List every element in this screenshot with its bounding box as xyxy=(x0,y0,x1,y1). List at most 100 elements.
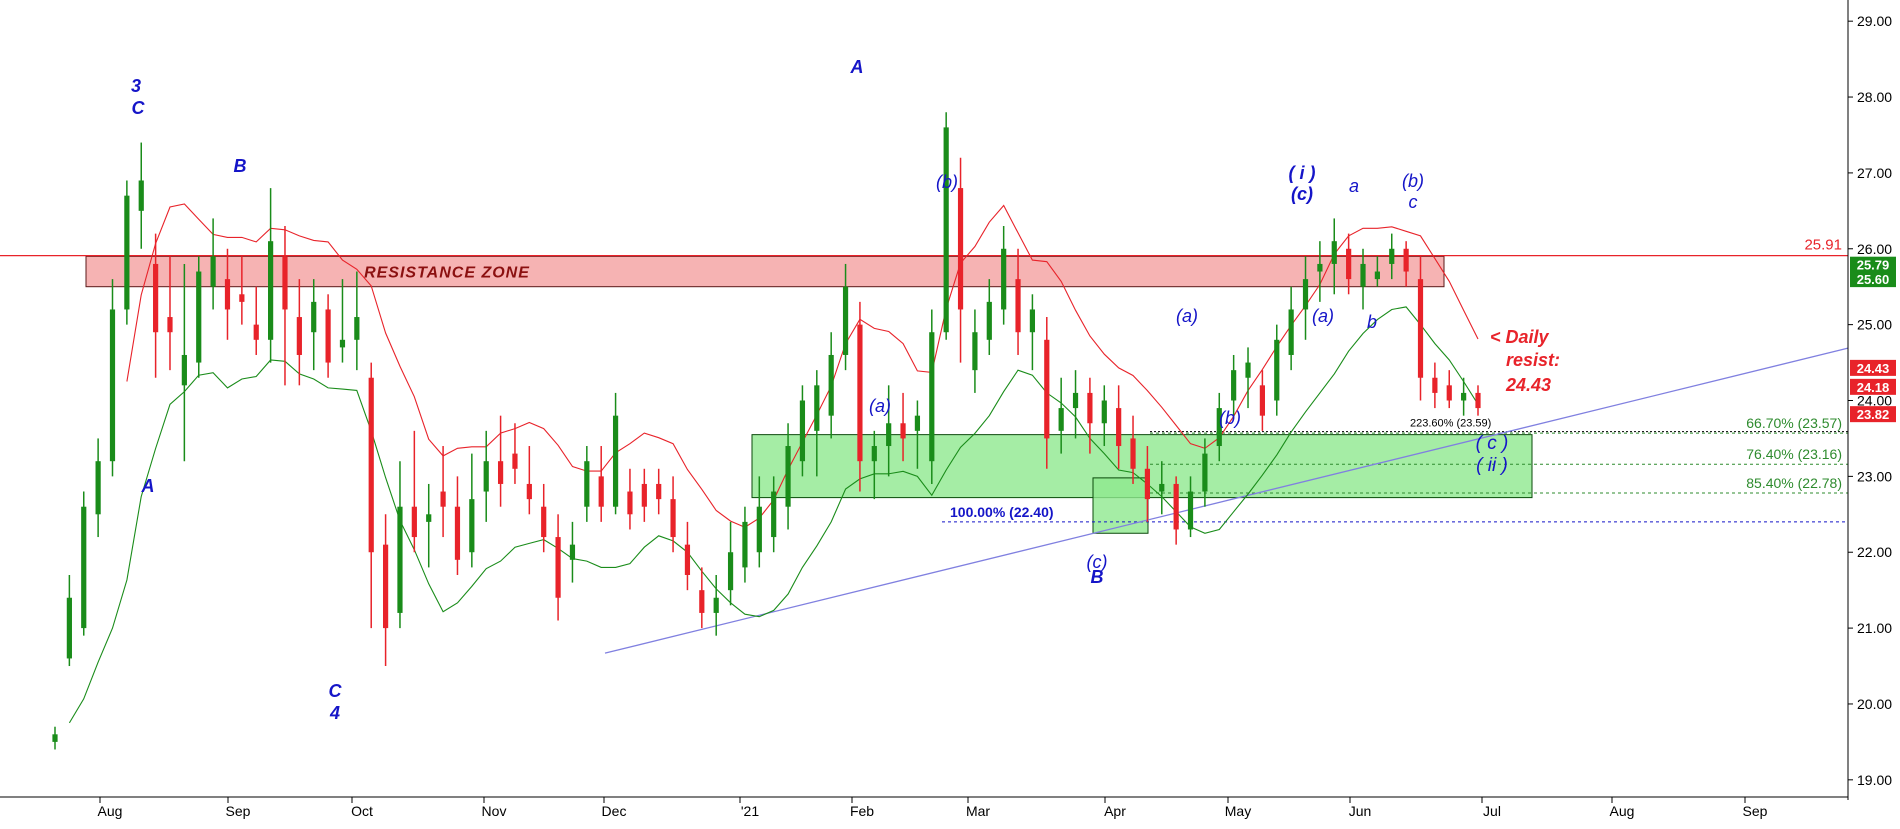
candle-body xyxy=(584,461,590,507)
candle-body xyxy=(914,415,921,431)
y-tick-label: 28.00 xyxy=(1857,89,1892,105)
wave-label: (c) xyxy=(1087,552,1108,572)
support-trail-line xyxy=(68,306,1479,724)
x-tick-label: Dec xyxy=(602,803,627,819)
candle-body xyxy=(569,544,576,560)
candle-body xyxy=(886,423,892,447)
y-tick-label: 25.00 xyxy=(1857,317,1892,333)
candle-body xyxy=(742,521,748,568)
candle-body xyxy=(1475,392,1481,409)
x-tick-label: Mar xyxy=(966,803,990,819)
x-tick-label: Apr xyxy=(1104,803,1126,819)
wave-label: B xyxy=(234,156,247,176)
candle-body xyxy=(771,491,777,538)
candle-body xyxy=(354,317,360,340)
candle-body xyxy=(1274,339,1280,401)
candle-body xyxy=(1417,279,1424,378)
candle-body xyxy=(497,461,504,484)
candles-layer xyxy=(52,112,1481,750)
y-tick-label: 20.00 xyxy=(1857,696,1892,712)
candle-body xyxy=(1159,483,1165,492)
candle-body xyxy=(900,423,906,439)
candle-body xyxy=(440,491,446,507)
candle-body xyxy=(799,400,806,462)
candle-body xyxy=(842,286,849,355)
candle-body xyxy=(454,506,461,560)
candle-body xyxy=(1173,483,1179,530)
last-price-label: 25.60 xyxy=(1857,272,1890,287)
candle-body xyxy=(1187,491,1194,530)
candle-body xyxy=(541,506,547,538)
candle-body xyxy=(52,734,58,742)
wave-label: C xyxy=(132,98,146,118)
candle-body xyxy=(612,415,619,507)
x-tick-label: '21 xyxy=(741,803,759,819)
last-price-box xyxy=(1850,378,1896,395)
candle-body xyxy=(268,241,274,340)
fib-label: 85.40% (22.78) xyxy=(1746,475,1842,491)
candle-body xyxy=(727,552,734,591)
candle-body xyxy=(66,597,72,659)
candle-body xyxy=(325,309,331,363)
candle-body xyxy=(1403,248,1409,272)
candle-body xyxy=(382,544,389,629)
candle-body xyxy=(627,491,633,515)
candle-body xyxy=(368,377,374,553)
zones-layer: RESISTANCE ZONE 25.91 66.70% (23.57) 76.40%… xyxy=(0,237,1848,534)
candle-body xyxy=(1216,408,1222,447)
x-tick-label: Jul xyxy=(1483,803,1501,819)
support-zone-small xyxy=(1092,477,1149,534)
candle-body xyxy=(972,332,978,371)
candle-body xyxy=(1029,309,1036,333)
resistance-zone xyxy=(85,255,1445,288)
wave-label: (c) xyxy=(1291,184,1313,204)
x-tick-label: Jun xyxy=(1349,803,1372,819)
candle-body xyxy=(1331,241,1337,264)
candle-body xyxy=(1116,408,1122,447)
candle-body xyxy=(339,339,346,348)
candle-body xyxy=(785,446,791,507)
candle-body xyxy=(684,544,691,575)
candle-body xyxy=(512,453,518,469)
candle-body xyxy=(943,127,949,333)
wave-label: a xyxy=(1349,176,1359,196)
wave-label: ( ii ) xyxy=(1476,455,1508,476)
y-tick-label: 23.00 xyxy=(1857,468,1892,484)
wave-label: (b) xyxy=(936,172,958,192)
candle-body xyxy=(1374,271,1380,280)
candle-body xyxy=(1360,263,1366,287)
candle-body xyxy=(526,483,532,500)
candle-body xyxy=(153,263,159,333)
wave-label: (b) xyxy=(1402,171,1424,191)
candle-body xyxy=(555,537,561,598)
candle-body xyxy=(469,499,475,553)
y-tick-label: 26.00 xyxy=(1857,241,1892,257)
candle-body xyxy=(1202,453,1208,492)
x-tick-label: Aug xyxy=(98,803,123,819)
last-price-box xyxy=(1850,359,1896,376)
candle-body xyxy=(95,461,101,515)
candle-body xyxy=(1015,279,1021,333)
resistance-line-label: 25.91 xyxy=(1804,237,1842,254)
fib-label: 66.70% (23.57) xyxy=(1746,415,1842,431)
candle-body xyxy=(814,385,820,431)
candle-body xyxy=(296,317,302,355)
last-price-box xyxy=(1850,406,1896,423)
candle-body xyxy=(1302,279,1309,310)
x-tick-label: Sep xyxy=(226,803,251,819)
wave-label: 3 xyxy=(131,76,141,96)
candle-body xyxy=(957,188,964,310)
candle-body xyxy=(1259,385,1265,416)
candle-body xyxy=(929,332,935,462)
wave-label: A xyxy=(850,57,864,77)
candle-body xyxy=(196,271,202,363)
x-tick-label: Nov xyxy=(482,803,507,819)
y-tick-label: 27.00 xyxy=(1857,165,1892,181)
candle-body xyxy=(871,446,877,462)
candle-body xyxy=(1130,438,1136,469)
candle-body xyxy=(1072,392,1079,409)
candle-body xyxy=(124,195,130,310)
candle-body xyxy=(311,301,317,333)
y-tick-label: 29.00 xyxy=(1857,13,1892,29)
